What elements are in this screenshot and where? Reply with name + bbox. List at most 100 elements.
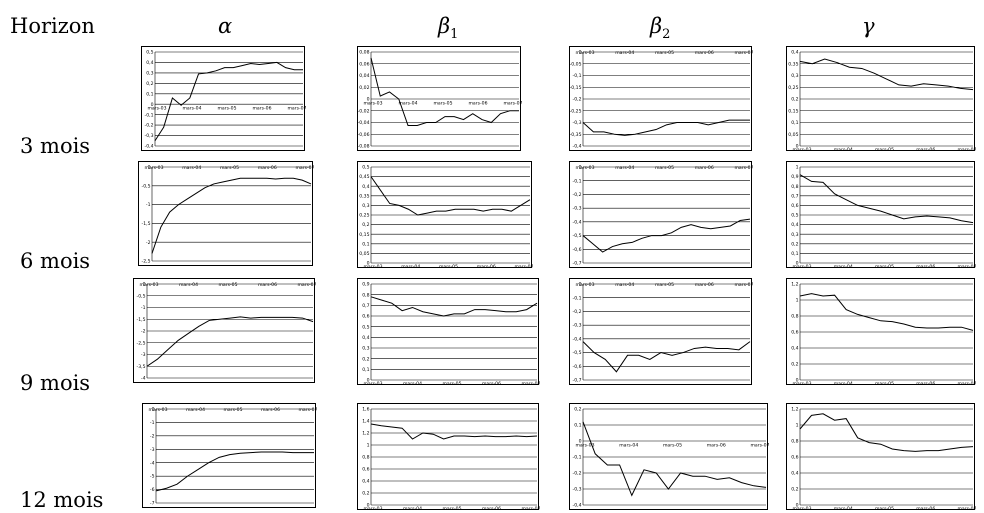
chart-3-mois-alpha-svg: 0,5 0,4 0,3 0,2 0,1 0 -0,1 -0,2 -0,3 -0,4 mars-03 m… — [145, 50, 306, 150]
chart-3-mois-gamma-xtick-label: mars-06 — [916, 147, 935, 152]
chart-9-mois-beta2-xtick-label: mars-07 — [734, 282, 753, 288]
chart-9-mois-alpha-ytick-label: -2 — [141, 329, 146, 335]
chart-9-mois-alpha-ytick-label: -4 — [141, 376, 146, 382]
chart-3-mois-gamma: 0,4 0,35 0,3 0,25 0,2 0,15 0,1 0,05 0 mars-03 mars… — [786, 46, 976, 152]
chart-9-mois-beta1-ytick-label: 0,8 — [362, 292, 369, 298]
chart-9-mois-beta1-ytick-label: 0 — [367, 378, 370, 384]
chart-3-mois-beta2-ytick-label: -0,35 — [570, 132, 582, 138]
chart-3-mois-beta2-svg: 0 -0,05 -0,1 -0,15 -0,2 -0,25 -0,3 -0,35 -0,4 mar… — [570, 50, 753, 150]
chart-3-mois-beta2-ytick-label: -0,25 — [570, 108, 582, 114]
chart-3-mois-gamma-series-line — [799, 58, 974, 91]
chart-6-mois-beta2-ytick-label: -0,6 — [573, 247, 582, 253]
chart-6-mois-beta2-ytick-label: -0,1 — [573, 178, 582, 184]
chart-12-mois-alpha-xtick-label: mars-07 — [298, 407, 317, 413]
chart-6-mois-beta1-ytick-label: 0,1 — [362, 241, 369, 247]
chart-9-mois-gamma-xtick-label: mars-03 — [792, 381, 811, 386]
row-label-3-mois: 3 mois — [20, 134, 91, 158]
chart-12-mois-beta1-ytick-label: 0 — [367, 503, 370, 509]
chart-3-mois-beta1-ytick-label: 0,02 — [359, 85, 369, 91]
chart-9-mois-alpha-ytick-label: -0,5 — [137, 293, 146, 299]
chart-9-mois-gamma-xtick-label: mars-04 — [834, 381, 853, 386]
chart-12-mois-alpha-ytick-label: -4 — [150, 460, 155, 466]
header-beta1-symbol: β — [438, 14, 451, 38]
chart-3-mois-gamma-ytick-label: 0,2 — [791, 97, 798, 103]
chart-9-mois-alpha-ytick-label: -3 — [141, 352, 146, 358]
chart-3-mois-gamma-xtick-label: mars-05 — [875, 147, 894, 152]
chart-3-mois-beta1: 0,08 0,06 0,04 0,02 0 -0,02 -0,04 -0,06 -0,08 mar… — [357, 46, 522, 151]
chart-3-mois-beta1-ytick-label: 0 — [367, 97, 370, 103]
chart-9-mois-beta2-ytick-label: -0,6 — [573, 364, 582, 370]
chart-6-mois-beta2-svg: 0 -0,1 -0,2 -0,3 -0,4 -0,5 -0,6 -0,7 mars-03 mars… — [573, 165, 753, 267]
chart-9-mois-gamma-ytick-label: 0,4 — [791, 346, 798, 352]
chart-6-mois-alpha-xtick-label: mars-04 — [182, 165, 201, 171]
chart-12-mois-gamma-ytick-label: 0,8 — [791, 439, 798, 445]
chart-6-mois-gamma-ytick-label: 1 — [796, 165, 799, 171]
chart-12-mois-alpha-ytick-label: 0 — [152, 407, 155, 413]
chart-6-mois-gamma-ytick-label: 0,7 — [791, 193, 798, 199]
chart-6-mois-alpha-ytick-label: -0,5 — [142, 183, 151, 189]
chart-9-mois-alpha-ytick-label: -2,5 — [137, 340, 146, 346]
chart-3-mois-beta2-xtick-label: mars-07 — [734, 50, 753, 56]
chart-12-mois-gamma-ytick-label: 0,6 — [791, 455, 798, 461]
chart-9-mois-beta1-ytick-label: 0,7 — [362, 303, 369, 309]
chart-6-mois-beta2-xtick-label: mars-03 — [575, 165, 594, 171]
chart-9-mois-beta1-ytick-label: 0,4 — [362, 335, 369, 341]
chart-12-mois-gamma-xtick-label: mars-04 — [834, 506, 853, 511]
chart-9-mois-alpha-xtick-label: mars-05 — [218, 282, 237, 288]
chart-12-mois-beta2-ytick-label: -0,1 — [573, 455, 582, 461]
chart-12-mois-beta2-xtick-label: mars-06 — [707, 443, 726, 449]
chart-9-mois-gamma-xtick-label: mars-06 — [916, 381, 935, 386]
chart-9-mois-alpha-ytick-label: -1 — [141, 305, 146, 311]
chart-6-mois-gamma-ytick-label: 0,2 — [791, 241, 798, 247]
header-beta2: β2 — [650, 16, 670, 42]
chart-12-mois-beta2-ytick-label: 0,2 — [574, 407, 581, 413]
chart-9-mois-beta2-ytick-label: -0,3 — [573, 323, 582, 329]
chart-9-mois-beta2: 0 -0,1 -0,2 -0,3 -0,4 -0,5 -0,6 -0,7 mars-03 mars… — [569, 278, 753, 385]
chart-9-mois-alpha-ytick-label: 0 — [143, 282, 146, 288]
chart-6-mois-gamma-xtick-label: mars-07 — [957, 264, 976, 269]
chart-6-mois-beta1-series-line — [370, 176, 531, 216]
chart-6-mois-beta1: 0,5 0,45 0,4 0,35 0,3 0,25 0,2 0,15 0,1 0,05 0 mars… — [357, 161, 533, 269]
chart-9-mois-gamma-ytick-label: 1,2 — [791, 282, 798, 288]
chart-6-mois-gamma-ytick-label: 0,8 — [791, 184, 798, 190]
chart-9-mois-alpha-xtick-label: mars-03 — [139, 282, 158, 288]
chart-12-mois-beta2-xtick-label: mars-07 — [750, 443, 769, 449]
chart-9-mois-beta1-xtick-label: mars-03 — [363, 381, 382, 386]
chart-6-mois-gamma-xtick-label: mars-04 — [834, 264, 853, 269]
chart-3-mois-alpha-ytick-label: 0 — [151, 102, 154, 108]
chart-9-mois-gamma-xtick-label: mars-07 — [957, 381, 976, 386]
chart-12-mois-beta2-xtick-label: mars-04 — [619, 443, 638, 449]
chart-3-mois-alpha-ytick-label: -0,1 — [145, 112, 154, 118]
chart-6-mois-beta2-ytick-label: 0 — [579, 165, 582, 171]
chart-3-mois-alpha-ytick-label: 0,4 — [146, 60, 153, 66]
chart-9-mois-beta2-svg: 0 -0,1 -0,2 -0,3 -0,4 -0,5 -0,6 -0,7 mars-03 mars… — [573, 282, 753, 384]
header-alpha: α — [218, 14, 233, 38]
chart-6-mois-gamma-ytick-label: 0,9 — [791, 174, 798, 180]
chart-9-mois-alpha-ytick-label: -1,5 — [137, 317, 146, 323]
chart-6-mois-beta1-ytick-label: 0,25 — [359, 213, 369, 219]
chart-6-mois-gamma-ytick-label: 0 — [796, 261, 799, 267]
chart-6-mois-beta1-ytick-label: 0,15 — [359, 232, 369, 238]
chart-12-mois-gamma-xtick-label: mars-07 — [957, 506, 976, 511]
chart-6-mois-alpha: 0 -0,5 -1 -1,5 -2 -2,5 mars-03 mars-04 mars-05 ma… — [138, 161, 314, 266]
chart-3-mois-beta1-ytick-label: -0,04 — [358, 120, 370, 126]
chart-12-mois-alpha: 0 -1 -2 -3 -4 -5 -6 -7 mars-03 mars-04 mars-05 mars… — [142, 403, 317, 508]
chart-12-mois-alpha-xtick-label: mars-04 — [186, 407, 205, 413]
chart-3-mois-beta1-xtick-label: mars-07 — [503, 101, 522, 107]
chart-12-mois-beta2-svg: 0,2 0,1 0 -0,1 -0,2 -0,3 -0,4 mars-03 mars-04 mar… — [573, 407, 769, 509]
chart-12-mois-gamma-series-line — [799, 413, 974, 452]
chart-9-mois-beta2-xtick-label: mars-05 — [655, 282, 674, 288]
chart-9-mois-beta1-ytick-label: 0,3 — [362, 346, 369, 352]
chart-3-mois-beta2-xtick-label: mars-03 — [575, 50, 594, 56]
chart-9-mois-beta1-series-line — [370, 296, 538, 317]
chart-3-mois-gamma-ytick-label: 0,15 — [788, 108, 798, 114]
chart-3-mois-alpha-ytick-label: -0,3 — [145, 133, 154, 139]
chart-9-mois-beta2-series-line — [582, 341, 751, 373]
chart-3-mois-alpha-series-line — [154, 61, 303, 142]
chart-6-mois-alpha-series-line — [151, 177, 312, 254]
chart-12-mois-alpha-xtick-label: mars-06 — [261, 407, 280, 413]
chart-12-mois-alpha-ytick-label: -5 — [150, 474, 155, 480]
chart-9-mois-gamma: 1,2 1 0,8 0,6 0,4 0,2 0 mars-03 mars-04 mars-05 ma… — [786, 278, 976, 386]
